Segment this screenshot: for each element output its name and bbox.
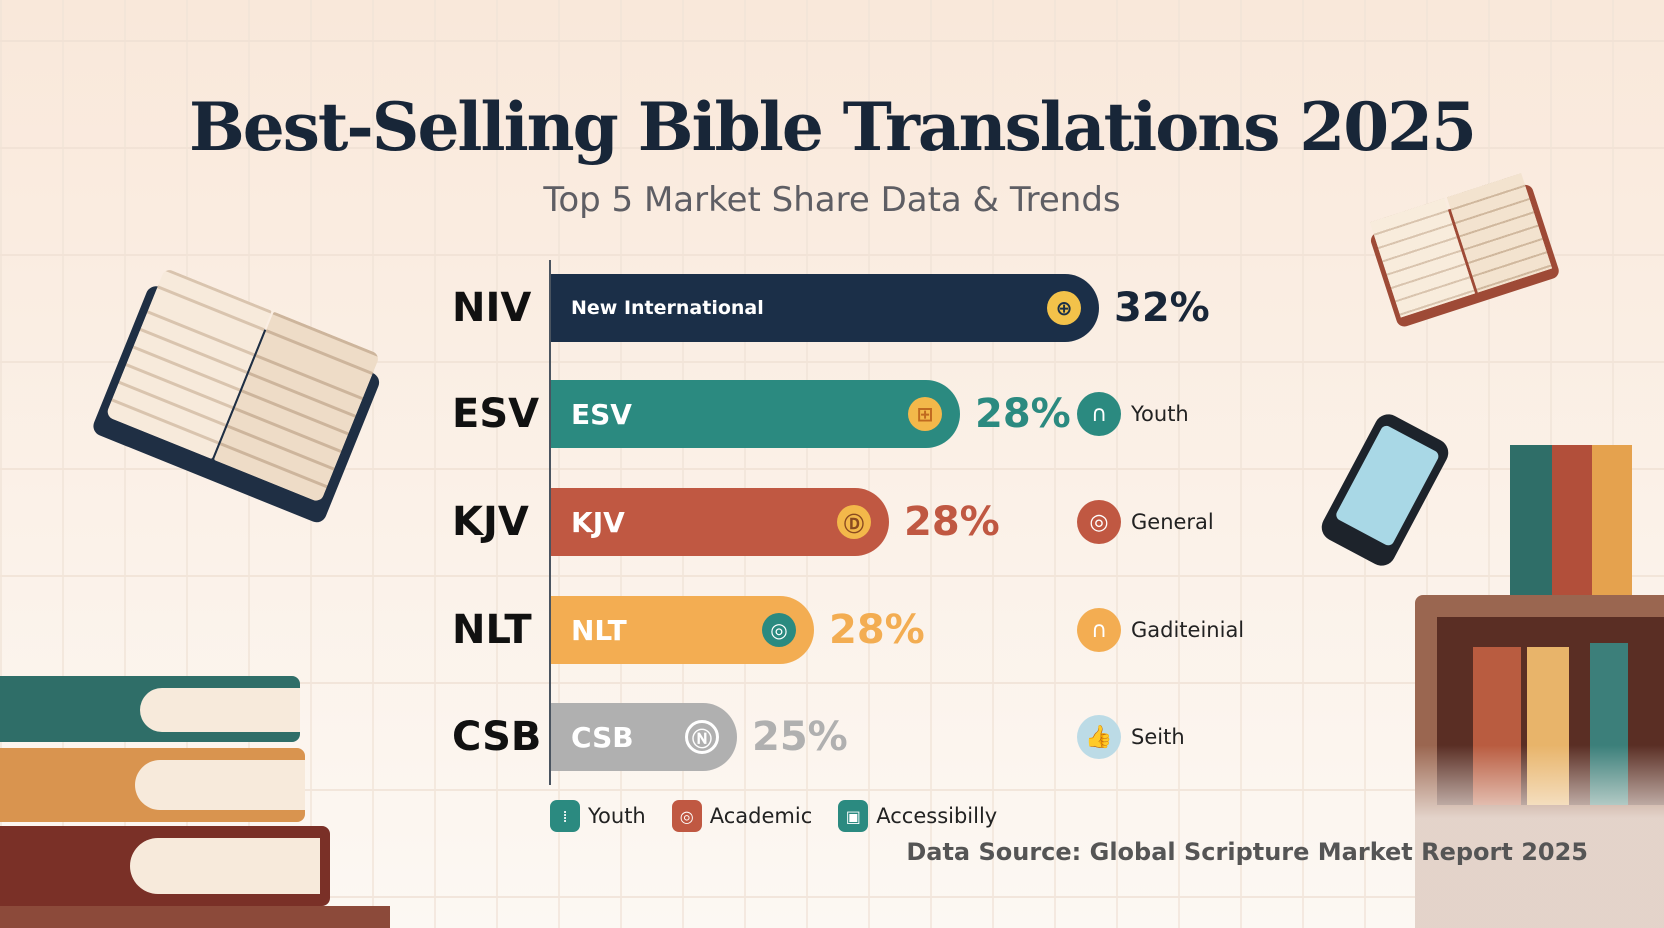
bookshelf-illustration — [1415, 595, 1664, 928]
y-axis-line — [549, 260, 551, 785]
segment-label: General — [1131, 510, 1214, 534]
bar-emblem-icon: Ⓝ — [685, 720, 719, 754]
bar-label: KJV — [571, 505, 625, 539]
value-label: 32% — [1114, 285, 1210, 331]
bar-emblem-icon: Ⓓ — [837, 505, 871, 539]
bar-emblem-icon: ◎ — [762, 613, 796, 647]
segment-label: Gaditeinial — [1131, 618, 1245, 642]
segment-label: Seith — [1131, 725, 1185, 749]
value-label: 28% — [829, 607, 925, 653]
book-stack-left-illustration — [0, 676, 390, 928]
legend-item: ◎ Academic — [671, 800, 813, 832]
segment-tag: ◎ General — [1077, 488, 1214, 556]
category-label: ESV — [452, 391, 540, 437]
legend-label: Accessibilly — [876, 804, 998, 828]
category-label: KJV — [452, 499, 529, 545]
bar-csb: CSB Ⓝ — [551, 703, 737, 771]
legend: ⁞ Youth ◎ Academic ▣ Accessibilly — [550, 800, 997, 832]
legend-target-icon: ◎ — [671, 800, 702, 832]
legend-label: Academic — [709, 804, 813, 828]
category-label: CSB — [452, 714, 542, 760]
chart-title: Best-Selling Bible Translations 2025 — [188, 88, 1477, 166]
category-label: NLT — [452, 607, 532, 653]
legend-youth-icon: ⁞ — [550, 800, 580, 832]
segment-tag: ∩ Gaditeinial — [1077, 596, 1244, 664]
bar-label: New International — [571, 297, 764, 319]
value-label: 28% — [975, 391, 1071, 437]
standing-books-illustration — [1510, 445, 1632, 595]
bar-niv: New International ⊕ — [551, 274, 1099, 342]
segment-icon: ◎ — [1077, 500, 1121, 544]
data-source: Data Source: Global Scripture Market Rep… — [906, 838, 1588, 866]
bar-emblem-icon: ⊞ — [908, 397, 942, 431]
legend-item: ⁞ Youth — [550, 800, 646, 832]
category-label: NIV — [452, 285, 532, 331]
bar-esv: ESV ⊞ — [551, 380, 960, 448]
bar-nlt: NLT ◎ — [551, 596, 814, 664]
segment-label: Youth — [1131, 402, 1189, 426]
chart-subtitle: Top 5 Market Share Data & Trends — [543, 180, 1121, 220]
bar-label: CSB — [571, 720, 634, 754]
segment-tag: 👍 Seith — [1077, 703, 1185, 771]
value-label: 28% — [904, 499, 1000, 545]
bar-label: NLT — [571, 613, 627, 647]
legend-item: ▣ Accessibilly — [838, 800, 997, 832]
legend-label: Youth — [588, 804, 646, 828]
value-label: 25% — [752, 714, 848, 760]
legend-accessibility-icon: ▣ — [838, 800, 869, 832]
segment-icon: ∩ — [1077, 392, 1121, 436]
bar-label: ESV — [571, 397, 632, 431]
segment-tag: ∩ Youth — [1077, 380, 1189, 448]
segment-icon: ∩ — [1077, 608, 1121, 652]
bar-emblem-icon: ⊕ — [1047, 291, 1081, 325]
bar-kjv: KJV Ⓓ — [551, 488, 889, 556]
segment-icon: 👍 — [1077, 715, 1121, 759]
